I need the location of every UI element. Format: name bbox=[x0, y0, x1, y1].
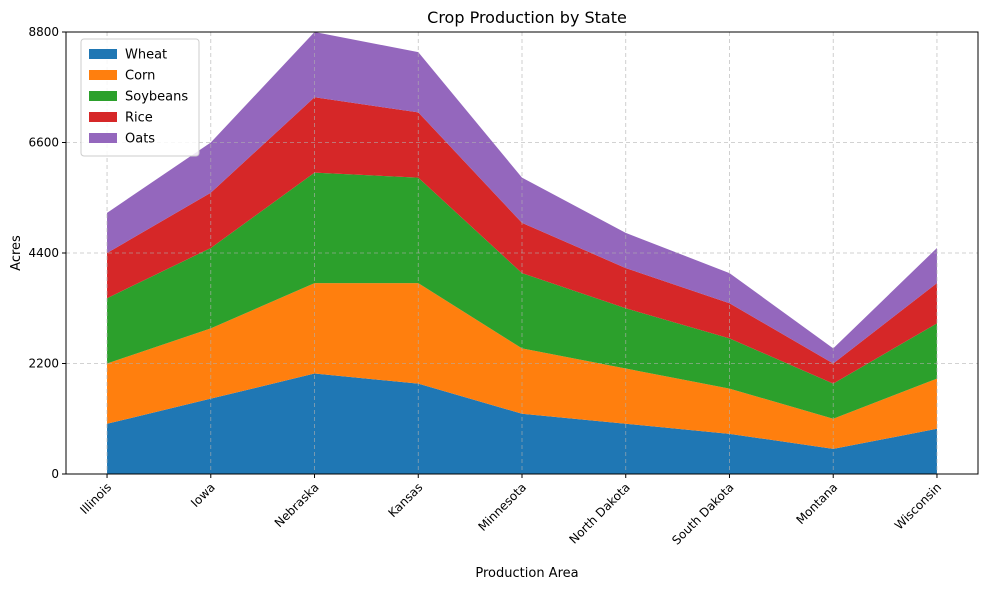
x-axis-label: Production Area bbox=[475, 566, 578, 581]
legend-label-oats: Oats bbox=[125, 132, 155, 147]
legend-label-soybeans: Soybeans bbox=[125, 90, 188, 105]
area-corn bbox=[107, 283, 937, 449]
y-tick-label: 6600 bbox=[28, 136, 59, 150]
x-tick-label: South Dakota bbox=[669, 480, 736, 547]
legend: Wheat Corn Soybeans Rice Oats bbox=[80, 38, 200, 157]
x-tick-label: Illinois bbox=[77, 480, 114, 517]
x-tick-label: Iowa bbox=[188, 480, 218, 510]
x-tick-label: Wisconsin bbox=[892, 480, 944, 532]
y-tick-label: 2200 bbox=[28, 357, 59, 371]
legend-swatch-corn bbox=[89, 70, 117, 80]
x-tick-label: North Dakota bbox=[566, 480, 632, 546]
x-tick-label: Nebraska bbox=[272, 480, 322, 530]
legend-swatch-soybeans bbox=[89, 91, 117, 101]
legend-label-rice: Rice bbox=[125, 111, 153, 126]
plot-area: 0 2200 4400 6600 8800 Illinois Iowa Nebraska Kan… bbox=[28, 25, 979, 548]
chart-title: Crop Production by State bbox=[427, 8, 627, 27]
legend-label-wheat: Wheat bbox=[125, 48, 167, 63]
x-tick-label: Montana bbox=[793, 480, 840, 527]
y-tick-label: 0 bbox=[51, 467, 59, 481]
legend-label-corn: Corn bbox=[125, 69, 155, 84]
x-tick-label: Minnesota bbox=[475, 480, 529, 534]
x-tick-label: Kansas bbox=[385, 480, 425, 520]
legend-swatch-oats bbox=[89, 133, 117, 143]
legend-box bbox=[80, 38, 200, 157]
y-tick-label: 4400 bbox=[28, 246, 59, 260]
legend-swatch-rice bbox=[89, 112, 117, 122]
y-axis-label: Acres bbox=[9, 235, 24, 271]
y-tick-label: 8800 bbox=[28, 25, 59, 39]
legend-swatch-wheat bbox=[89, 49, 117, 59]
